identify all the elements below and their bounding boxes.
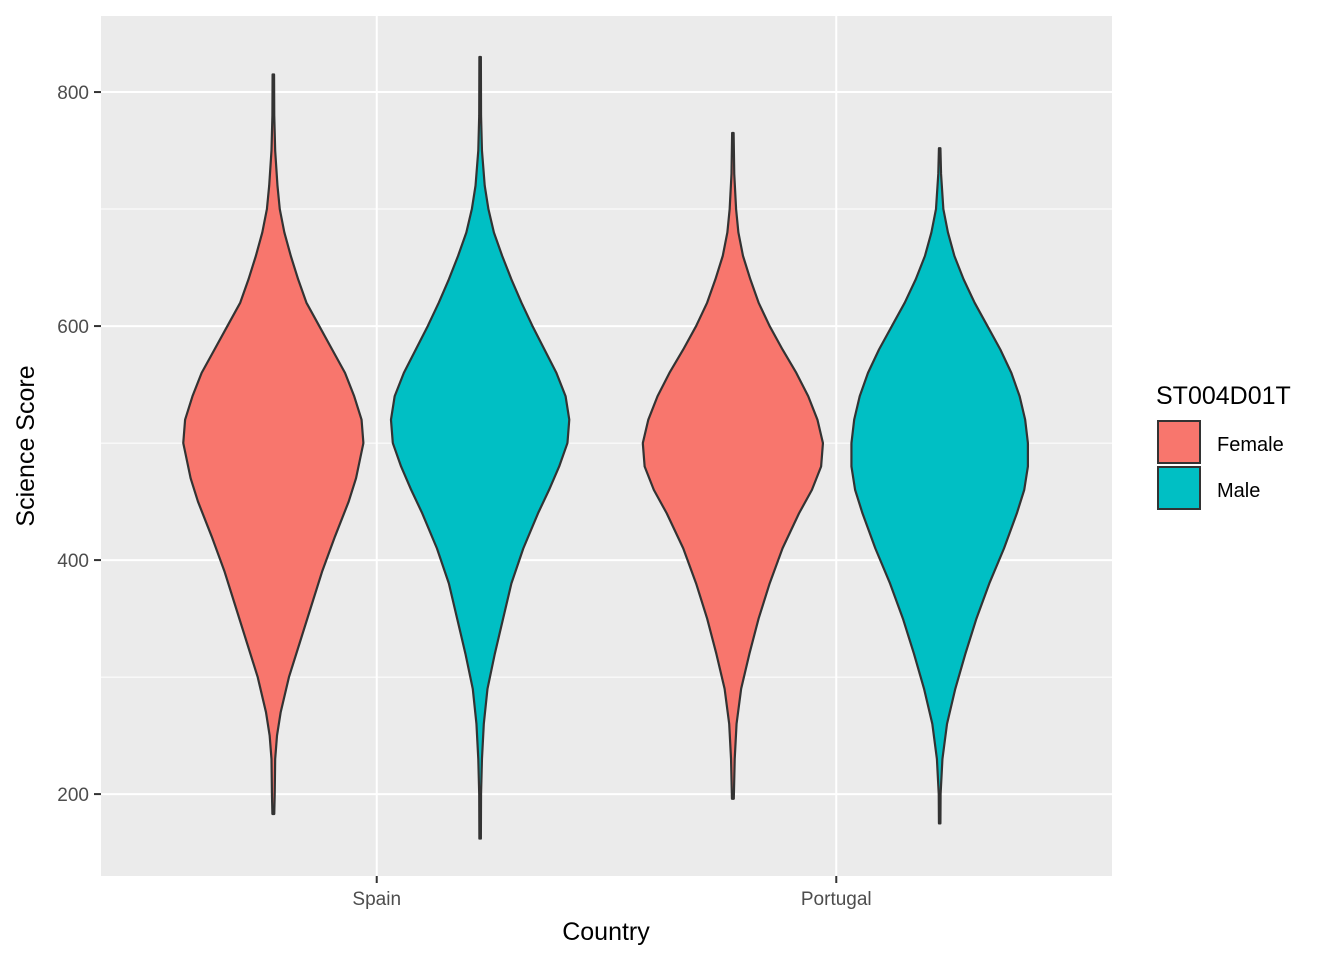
legend-label-male: Male [1217, 480, 1260, 502]
legend-label-female: Female [1217, 434, 1284, 456]
violin-spain-male [389, 55, 571, 840]
y-tick-label: 800 [57, 83, 89, 104]
y-tick-label: 200 [57, 785, 89, 806]
legend-key-female [1157, 420, 1201, 464]
legend: ST004D01T Female Male [1156, 382, 1291, 510]
violin-spain-female [182, 73, 365, 816]
legend-title: ST004D01T [1156, 382, 1291, 410]
y-tick-label: 400 [57, 551, 89, 572]
violins [182, 55, 1029, 840]
legend-key-male [1157, 466, 1201, 510]
y-tick-label: 600 [57, 317, 89, 338]
violin-portugal-female [641, 131, 825, 800]
x-axis: Spain Portugal [352, 876, 872, 910]
x-tick-label: Spain [352, 889, 401, 910]
x-axis-title: Country [562, 918, 650, 946]
y-axis: 200 400 600 800 [57, 83, 101, 806]
x-tick-label: Portugal [801, 889, 872, 910]
violin-portugal-male [850, 147, 1029, 825]
y-axis-title: Science Score [12, 365, 40, 526]
